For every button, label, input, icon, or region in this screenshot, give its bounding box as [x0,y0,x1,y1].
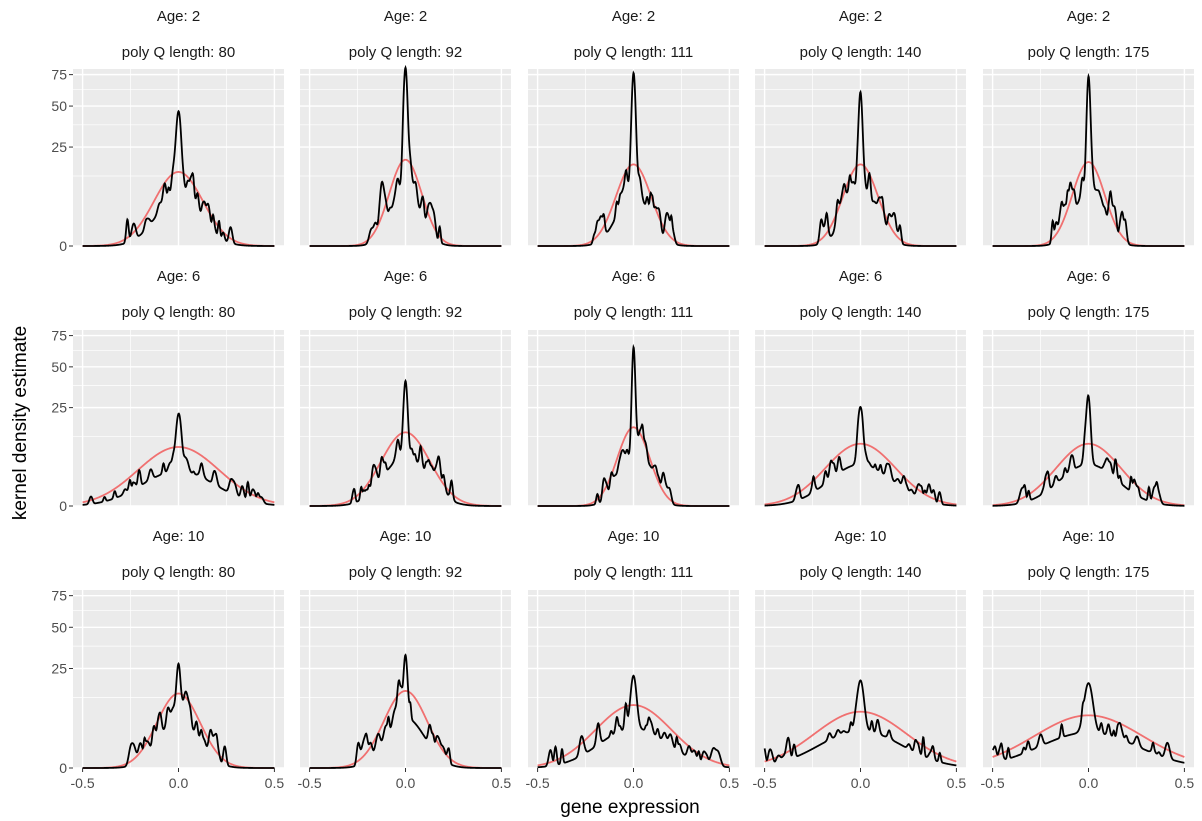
normal-fit-curve [764,442,957,506]
facet-polyq-label: poly Q length: 175 [1028,304,1150,321]
x-axis-title: gene expression [560,797,699,818]
facet-panel: Age: 2 poly Q length: 140 [755,8,966,247]
facet-age-label: Age: 2 [1067,8,1110,25]
x-tick-label: -0.5 [981,775,1005,791]
x-tick-label: 0.5 [1175,775,1195,791]
facet-panel: Age: 2 poly Q length: 175 [983,8,1194,247]
kde-curve [537,70,730,247]
facet-polyq-label: poly Q length: 175 [1028,44,1150,61]
x-tick-label: -0.5 [526,775,550,791]
facet-polyq-label: poly Q length: 80 [122,564,235,581]
facet-age-label: Age: 6 [839,268,882,285]
kde-curve [992,72,1185,247]
facet-age-label: Age: 10 [835,528,887,545]
x-tick-label: 0.0 [851,775,871,791]
x-tick-label: 0.5 [492,775,512,791]
x-tick-label: 0.0 [169,775,189,791]
kde-curve [764,89,957,247]
facet-panel: Age: 6 poly Q length: 92 [300,268,511,507]
y-tick-label: 0 [59,238,67,254]
facet-age-label: Age: 6 [157,268,200,285]
y-tick-label: 25 [51,660,67,676]
facet-age-label: Age: 2 [612,8,655,25]
kde-curve [309,653,502,769]
facet-age-label: Age: 10 [608,528,660,545]
facet-panels: Age: 2 poly Q length: 80 Age: 2 poly Q leng… [73,8,1194,769]
facet-age-label: Age: 6 [1067,268,1110,285]
facet-panel: Age: 10 poly Q length: 92 [300,528,511,769]
kde-curve [82,661,275,769]
kde-curve [82,109,275,247]
facet-polyq-label: poly Q length: 92 [349,564,462,581]
facet-polyq-label: poly Q length: 80 [122,304,235,321]
facet-polyq-label: poly Q length: 140 [800,304,922,321]
kde-curve [309,64,502,247]
normal-fit-curve [309,431,502,507]
x-tick-label: 0.5 [265,775,285,791]
facet-panel: Age: 10 poly Q length: 140 [755,528,966,769]
facet-age-label: Age: 2 [384,8,427,25]
facet-age-label: Age: 2 [157,8,200,25]
y-tick-label: 0 [59,760,67,776]
kde-curve [764,405,957,507]
facet-panel: Age: 6 poly Q length: 80 [73,268,284,507]
facet-panel: Age: 2 poly Q length: 92 [300,8,511,247]
facet-polyq-label: poly Q length: 80 [122,44,235,61]
y-tick-label: 50 [51,619,67,635]
normal-fit-curve [82,171,275,247]
facet-age-label: Age: 10 [153,528,205,545]
kde-curve [991,682,1185,764]
y-tick-label: 75 [51,328,67,344]
facet-panel: Age: 10 poly Q length: 111 [528,528,739,769]
y-axis-title: kernel density estimate [10,326,31,520]
kde-curve [537,674,730,769]
facet-age-label: Age: 2 [839,8,882,25]
facet-age-label: Age: 10 [1063,528,1115,545]
facet-panel: Age: 6 poly Q length: 175 [983,268,1194,507]
facet-polyq-label: poly Q length: 111 [574,44,694,61]
facet-polyq-label: poly Q length: 175 [1028,564,1150,581]
facet-polyq-label: poly Q length: 111 [574,304,694,321]
y-axis-ticks: 0 25 50 75 0 25 50 75 0 25 50 75 [51,67,73,776]
x-tick-label: 0.5 [947,775,967,791]
kde-curve [537,343,730,507]
x-tick-label: 0.0 [396,775,416,791]
x-tick-label: -0.5 [753,775,777,791]
facet-polyq-label: poly Q length: 92 [349,304,462,321]
facet-age-label: Age: 6 [384,268,427,285]
facet-polyq-label: poly Q length: 111 [574,564,694,581]
kde-curve [82,412,275,506]
x-tick-label: -0.5 [298,775,322,791]
kde-curve [309,378,502,507]
x-tick-label: -0.5 [71,775,95,791]
facet-panel: Age: 10 poly Q length: 175 [983,528,1194,769]
y-tick-label: 25 [51,139,67,155]
y-tick-label: 25 [51,400,67,416]
kde-curve [763,679,957,767]
facet-age-label: Age: 6 [612,268,655,285]
facet-panel: Age: 10 poly Q length: 80 [73,528,284,769]
facet-polyq-label: poly Q length: 140 [800,564,922,581]
y-tick-label: 50 [51,98,67,114]
facet-polyq-label: poly Q length: 140 [800,44,922,61]
normal-fit-curve [992,714,1185,758]
y-tick-label: 50 [51,359,67,375]
facet-polyq-label: poly Q length: 92 [349,44,462,61]
y-tick-label: 75 [51,588,67,604]
x-tick-label: 0.0 [1079,775,1099,791]
y-tick-label: 0 [59,498,67,514]
kde-curve [992,393,1185,507]
facet-panel: Age: 6 poly Q length: 111 [528,268,739,507]
facet-age-label: Age: 10 [380,528,432,545]
y-tick-label: 75 [51,67,67,83]
x-tick-label: 0.5 [720,775,740,791]
x-axis-ticks: -0.5 0.0 0.5 -0.5 0.0 0.5 -0.5 0.0 0.5 -0.5 0.0 0.5… [71,768,1195,791]
facet-panel: Age: 6 poly Q length: 140 [755,268,966,507]
facet-panel: Age: 2 poly Q length: 80 [73,8,284,247]
facet-panel: Age: 2 poly Q length: 111 [528,8,739,247]
x-tick-label: 0.0 [624,775,644,791]
